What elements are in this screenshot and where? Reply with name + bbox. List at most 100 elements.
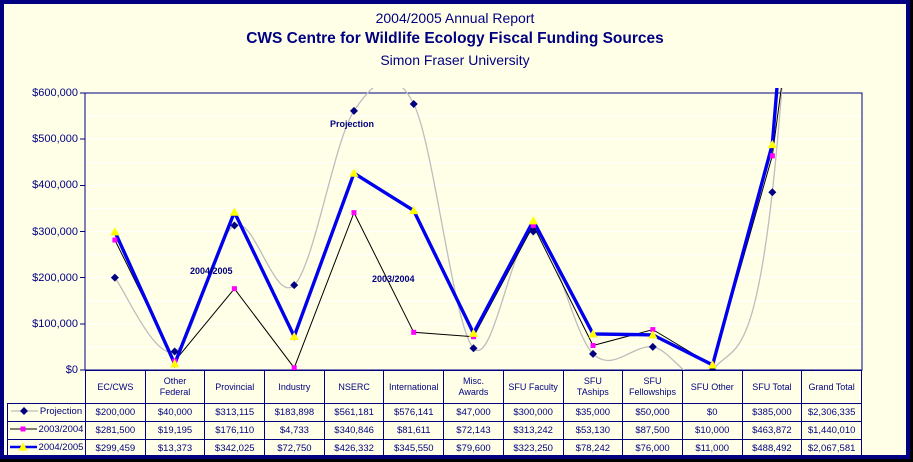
legend-label: 2004/2005 — [38, 441, 84, 453]
marker-square-2003-2004 — [112, 237, 118, 243]
legend-key-Projection — [10, 407, 38, 416]
marker-triangle-2004-2005 — [468, 328, 479, 337]
table-value-cell: $72,143 — [443, 421, 504, 440]
title-block: 2004/2005 Annual Report CWS Centre for W… — [4, 4, 906, 70]
table-header-cell: NSERC — [323, 370, 385, 404]
marker-diamond-Projection — [589, 349, 598, 358]
table-header-cell: Other Federal — [144, 370, 206, 404]
table-header-cell: SFU Faculty — [502, 370, 564, 404]
table-value-cell: $40,000 — [144, 403, 206, 422]
table-value-cell: $385,000 — [741, 403, 803, 422]
series-line-Projection — [114, 88, 783, 371]
table-value-cell: $4,733 — [264, 421, 325, 440]
legend-entry: Projection — [10, 405, 83, 417]
marker-triangle-2004-2005 — [229, 207, 240, 216]
table-value-cell: $50,000 — [622, 403, 683, 422]
table-header-cell: SFU Total — [741, 370, 803, 404]
table-row: 2003/2004 $281,500 $19,195 $176,110 $4,733 $3… — [7, 421, 862, 440]
plot-area — [80, 88, 863, 371]
table-header-cell: EC/CWS — [85, 370, 146, 404]
table-value-cell: $281,500 — [85, 421, 146, 440]
table-value-cell: $19,195 — [144, 421, 206, 440]
marker-square-2003-2004 — [650, 327, 656, 333]
table-value-cell: $79,600 — [443, 439, 504, 458]
table-row-label-cell: 2004/2005 — [7, 439, 86, 458]
table-value-cell: $183,898 — [264, 403, 325, 422]
table-row: 2004/2005 $299,459 $13,373 $342,025 $72,750 $… — [7, 439, 862, 458]
marker-diamond-Projection — [110, 273, 119, 282]
marker-triangle-2004-2005 — [588, 329, 598, 338]
marker-diamond-Projection — [529, 227, 538, 236]
y-axis-tick-label: $600,000 — [32, 87, 78, 99]
table-header-cell: Provincial — [204, 370, 266, 404]
table-value-cell: $426,332 — [323, 439, 385, 458]
marker-square-2003-2004 — [291, 365, 297, 371]
marker-triangle-2004-2005 — [648, 330, 658, 339]
table-value-cell: $345,550 — [383, 439, 445, 458]
table-value-cell: $2,306,335 — [801, 403, 862, 422]
table-value-cell: $35,000 — [562, 403, 624, 422]
table-value-cell: $313,242 — [502, 421, 564, 440]
chart-title: CWS Centre for Wildlife Ecology Fiscal F… — [246, 30, 664, 47]
marker-square-2003-2004 — [231, 286, 237, 292]
annotation-label: 2003/2004 — [372, 274, 415, 284]
marker-diamond-Projection — [409, 100, 418, 109]
marker-square-2003-2004 — [530, 222, 536, 228]
marker-diamond-Projection — [648, 342, 657, 351]
table-value-cell: $1,440,010 — [801, 421, 862, 440]
marker-triangle-2004-2005 — [767, 139, 777, 149]
table-row-label-cell: 2003/2004 — [7, 421, 86, 440]
table-corner-cell — [7, 370, 86, 404]
table-value-cell: $561,181 — [323, 403, 385, 422]
marker-diamond-Projection — [290, 281, 299, 290]
marker-diamond-Projection — [170, 347, 179, 356]
table-value-cell: $299,459 — [85, 439, 146, 458]
table-value-cell: $2,067,581 — [801, 439, 862, 458]
marker-diamond-Projection — [230, 221, 239, 230]
table-header-cell: Grand Total — [801, 370, 862, 404]
table-header-cell: International — [383, 370, 445, 404]
legend-label: Projection — [39, 405, 83, 417]
table-value-cell: $11,000 — [681, 439, 743, 458]
marker-square-2003-2004 — [351, 210, 357, 216]
marker-diamond-Projection — [768, 188, 777, 197]
table-value-cell: $340,846 — [323, 421, 385, 440]
y-axis-tick-label: $100,000 — [32, 317, 78, 330]
marker-triangle-2004-2005 — [110, 227, 120, 236]
y-axis-tick-label: $200,000 — [32, 271, 78, 284]
table-value-cell: $47,000 — [443, 403, 504, 422]
y-axis-tick-label: $400,000 — [32, 179, 78, 192]
table-header-cell: Misc. Awards — [443, 370, 504, 404]
annotation-label: Projection — [330, 119, 375, 129]
legend-entry: 2003/2004 — [9, 423, 84, 435]
y-axis-tick-label: $500,000 — [32, 133, 78, 146]
marker-triangle-2004-2005 — [707, 360, 718, 369]
table-value-cell: $576,141 — [383, 403, 445, 422]
table-value-cell: $0 — [681, 403, 743, 422]
marker-triangle-2004-2005 — [349, 168, 359, 177]
y-axis-tick-label: $300,000 — [32, 225, 78, 238]
annotation-label: 2004/2005 — [190, 266, 233, 276]
table-value-cell: $200,000 — [85, 403, 146, 422]
table-value-cell: $53,130 — [562, 421, 624, 440]
marker-square-2003-2004 — [769, 153, 775, 159]
table-value-cell: $313,115 — [204, 403, 266, 422]
table-row: Projection $200,000 $40,000 $313,115 $183,89… — [7, 403, 862, 422]
table-value-cell: $78,242 — [562, 439, 624, 458]
marker-diamond-Projection — [349, 106, 358, 115]
marker-square-2003-2004 — [590, 342, 596, 348]
table-value-cell: $300,000 — [502, 403, 564, 422]
table-value-cell: $10,000 — [681, 421, 743, 440]
table-value-cell: $176,110 — [204, 421, 266, 440]
table-value-cell: $81,611 — [383, 421, 445, 440]
marker-triangle-2004-2005 — [170, 359, 180, 368]
table-header-cell: SFU Other — [681, 370, 743, 404]
legend-entry: 2004/2005 — [9, 441, 84, 453]
table-header-cell: SFU Fellowships — [622, 370, 683, 404]
table-header-cell: Industry — [264, 370, 325, 404]
table-value-cell: $13,373 — [144, 439, 206, 458]
table-value-cell: $463,872 — [741, 421, 803, 440]
chart-subtitle: Simon Fraser University — [380, 52, 530, 68]
legend-label: 2003/2004 — [38, 423, 84, 435]
